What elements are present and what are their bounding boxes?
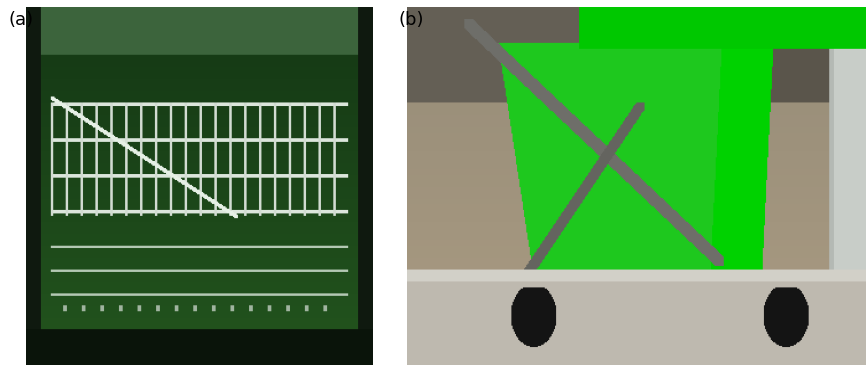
Text: (a): (a) (9, 11, 34, 29)
Text: (b): (b) (398, 11, 423, 29)
